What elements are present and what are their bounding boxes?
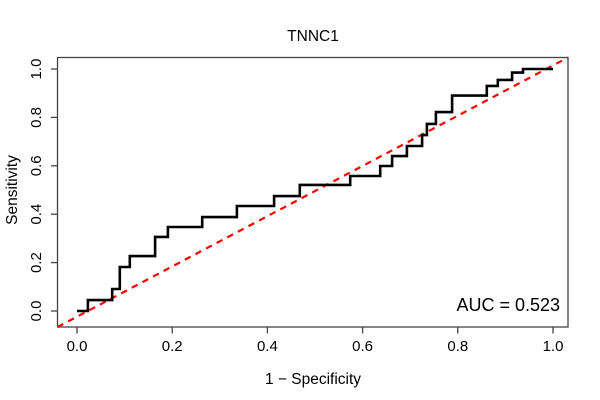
y-tick-label: 0.4	[28, 204, 45, 225]
roc-curve	[77, 67, 553, 313]
y-tick-label: 0.8	[28, 107, 45, 128]
y-tick-label: 1.0	[28, 59, 45, 80]
x-tick-label: 1.0	[543, 338, 564, 355]
x-tick-label: 0.6	[352, 338, 373, 355]
x-tick-label: 0.4	[257, 338, 278, 355]
y-tick-label: 0.6	[28, 155, 45, 176]
x-tick-label: 0.8	[447, 338, 468, 355]
x-axis-title: 1 − Specificity	[265, 371, 361, 388]
chart-title: TNNC1	[287, 28, 339, 45]
y-tick-label: 0.2	[28, 252, 45, 273]
auc-annotation: AUC = 0.523	[456, 295, 560, 315]
x-tick-label: 0.2	[162, 338, 183, 355]
plot-border	[56, 56, 569, 328]
chart-drawing-layer: 0.0 0.2 0.4 0.6 0.8 1.0 0.0 0.2 0.4 0.6 0.8 1.0	[28, 56, 569, 355]
x-tick-label: 0.0	[67, 338, 88, 355]
reference-diagonal-line	[56, 56, 569, 328]
y-axis-title: Sensitivity	[4, 155, 21, 225]
y-tick-label: 0.0	[28, 301, 45, 322]
